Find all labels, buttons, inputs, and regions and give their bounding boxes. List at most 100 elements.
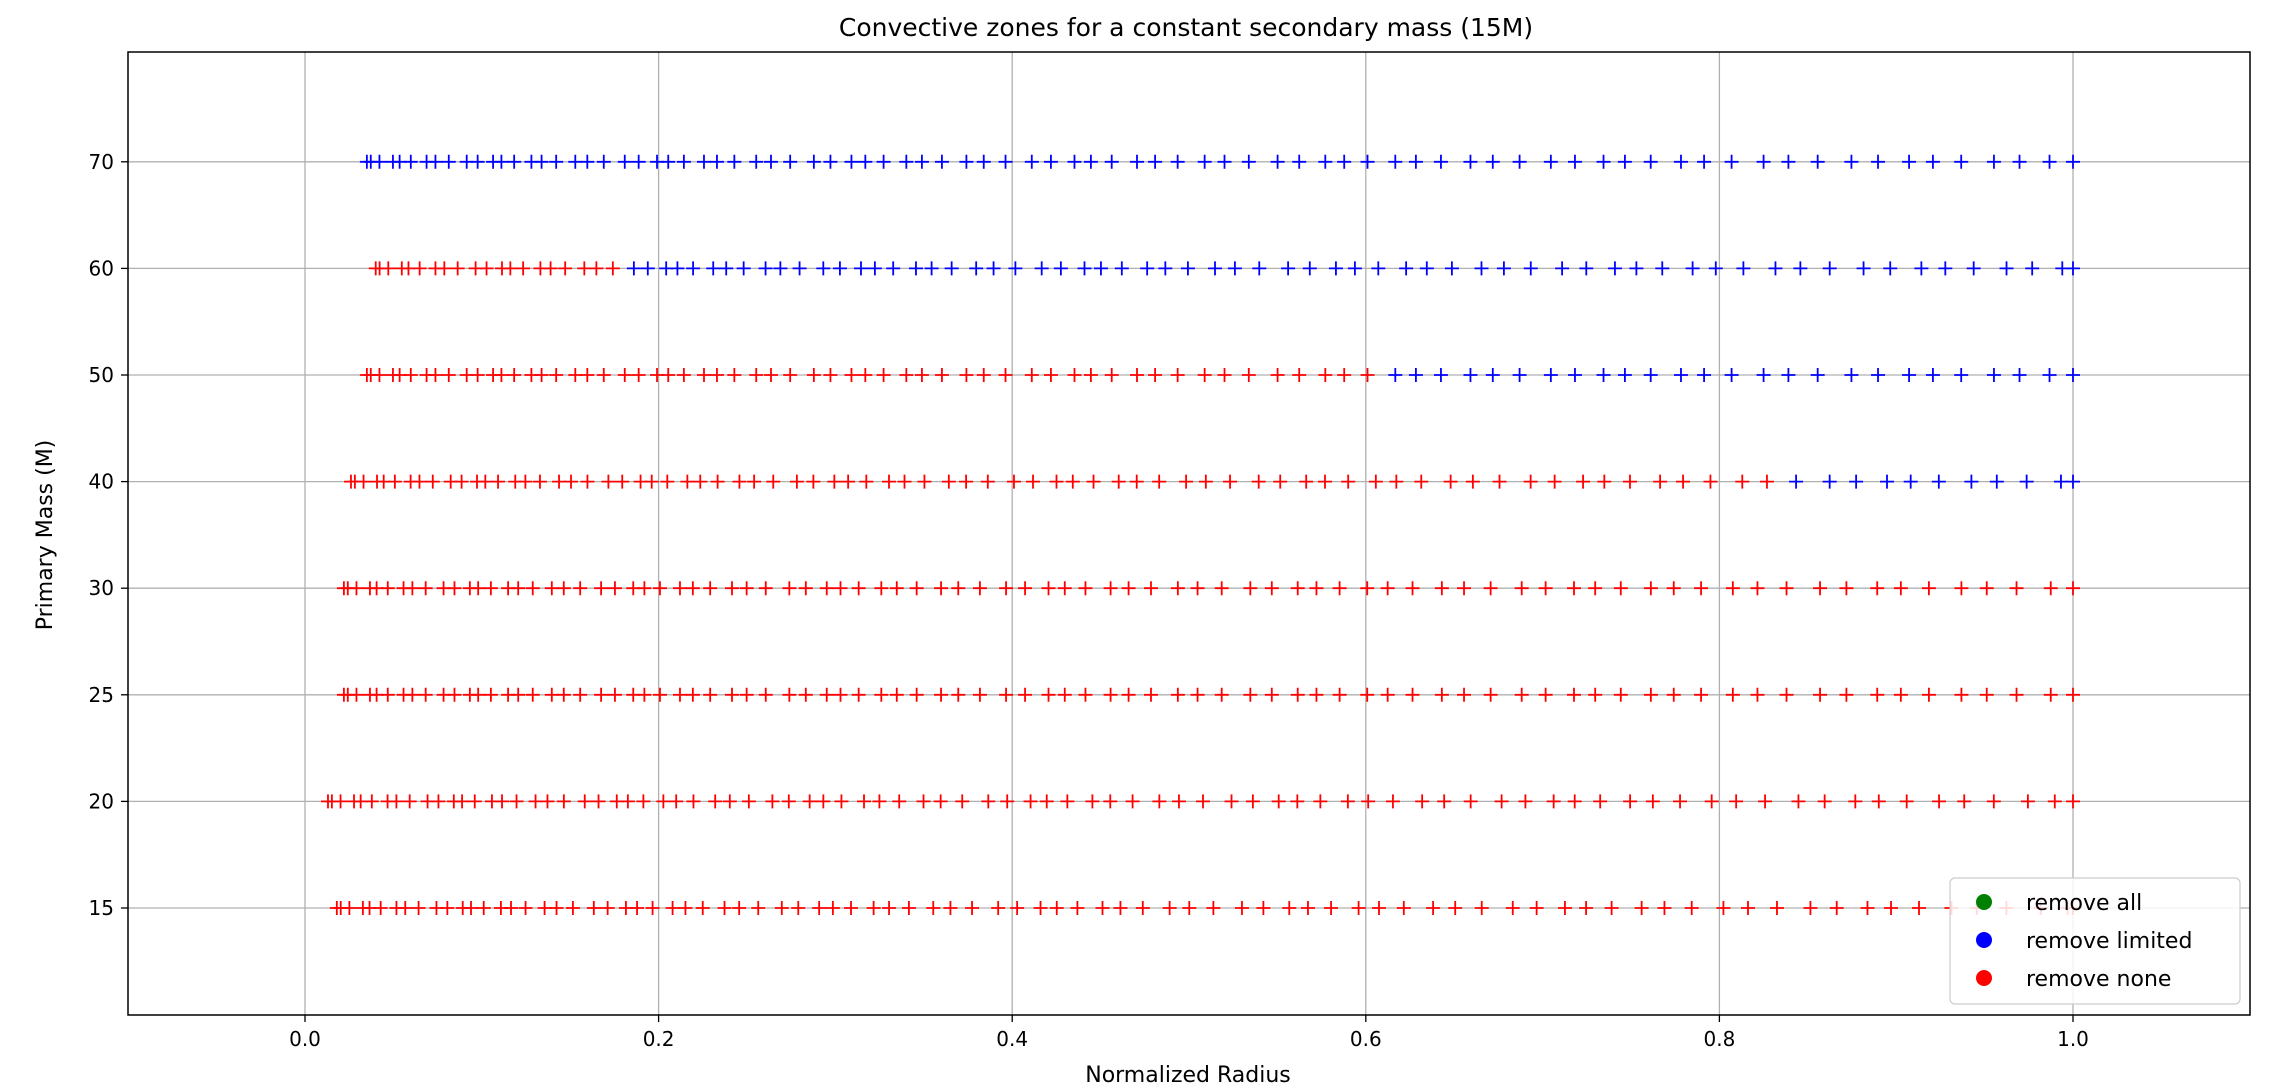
- data-point: [1252, 261, 1267, 276]
- data-point: [1000, 794, 1015, 809]
- legend-label: remove none: [2026, 967, 2171, 992]
- data-point: [955, 794, 970, 809]
- data-point: [680, 474, 695, 489]
- data-point: [591, 794, 606, 809]
- data-point: [1708, 261, 1723, 276]
- data-point: [1332, 581, 1347, 596]
- data-point: [467, 794, 482, 809]
- data-point: [1925, 154, 1940, 169]
- data-point: [1006, 474, 1021, 489]
- data-point: [380, 687, 395, 702]
- data-point: [1245, 794, 1260, 809]
- data-point: [631, 368, 646, 382]
- data-point: [1597, 474, 1612, 489]
- data-point: [917, 474, 932, 489]
- data-point: [645, 901, 660, 915]
- data-point: [601, 474, 616, 489]
- data-point: [507, 154, 522, 169]
- data-point: [381, 261, 396, 276]
- data-point: [1931, 474, 1946, 489]
- data-point: [951, 687, 966, 702]
- data-point: [951, 581, 966, 596]
- data-point: [1596, 368, 1611, 382]
- data-point: [1380, 687, 1395, 702]
- data-point: [976, 154, 991, 169]
- y-tick-label: 25: [89, 683, 114, 707]
- data-point: [549, 368, 564, 382]
- data-point: [1657, 901, 1672, 915]
- data-point: [1673, 794, 1688, 809]
- data-point: [669, 794, 684, 809]
- data-point: [1067, 368, 1082, 382]
- data-point: [1457, 687, 1472, 702]
- data-point: [1593, 794, 1608, 809]
- data-point: [1829, 901, 1844, 915]
- data-point: [1463, 368, 1478, 382]
- data-point: [686, 794, 701, 809]
- data-point: [1822, 474, 1837, 489]
- data-point: [1309, 581, 1324, 596]
- data-point: [1328, 261, 1343, 276]
- data-point: [819, 687, 834, 702]
- data-point: [1725, 581, 1740, 596]
- data-point: [1954, 154, 1969, 169]
- data-point: [1264, 687, 1279, 702]
- data-point: [1979, 687, 1994, 702]
- data-point: [1129, 474, 1144, 489]
- data-point: [356, 474, 371, 489]
- data-point: [1655, 261, 1670, 276]
- data-point: [1899, 794, 1914, 809]
- data-point: [672, 581, 687, 596]
- data-point: [534, 368, 549, 382]
- data-point: [823, 368, 838, 382]
- data-point: [656, 794, 671, 809]
- data-point: [874, 687, 889, 702]
- data-point: [537, 901, 552, 915]
- data-point: [1938, 261, 1953, 276]
- data-point: [1143, 687, 1158, 702]
- data-point: [411, 901, 426, 915]
- data-point: [1666, 581, 1681, 596]
- data-point: [1388, 154, 1403, 169]
- data-point: [1148, 154, 1163, 169]
- data-point: [428, 368, 443, 382]
- data-point: [1849, 474, 1864, 489]
- data-point: [889, 581, 904, 596]
- data-point: [944, 261, 959, 276]
- data-point: [342, 901, 357, 915]
- data-point: [1803, 901, 1818, 915]
- data-point: [844, 901, 859, 915]
- data-point: [1380, 581, 1395, 596]
- data-point: [1576, 474, 1591, 489]
- data-point: [1196, 794, 1210, 809]
- data-point: [763, 154, 778, 169]
- data-point: [564, 474, 579, 489]
- data-point: [1152, 794, 1167, 809]
- data-point: [605, 261, 620, 276]
- data-point: [617, 154, 632, 169]
- data-point: [859, 474, 874, 489]
- data-point: [806, 368, 821, 382]
- data-point: [1053, 261, 1068, 276]
- data-point: [1817, 794, 1832, 809]
- x-tick-label: 0.6: [1350, 1027, 1382, 1051]
- data-point: [1024, 154, 1039, 169]
- data-point: [1810, 154, 1825, 169]
- data-point: [851, 581, 866, 596]
- data-point: [1999, 261, 2014, 276]
- data-point: [1049, 474, 1064, 489]
- data-point: [672, 687, 687, 702]
- data-point: [969, 261, 984, 276]
- data-point: [1579, 901, 1594, 915]
- data-point: [1932, 794, 1947, 809]
- data-point: [1622, 474, 1637, 489]
- data-point: [1024, 368, 1039, 382]
- data-point: [372, 368, 387, 382]
- data-point: [403, 154, 418, 169]
- data-point: [1170, 368, 1185, 382]
- data-point: [1292, 154, 1307, 169]
- data-point: [1514, 687, 1529, 702]
- data-point: [1033, 901, 1048, 915]
- data-point: [959, 154, 974, 169]
- data-point: [2025, 261, 2040, 276]
